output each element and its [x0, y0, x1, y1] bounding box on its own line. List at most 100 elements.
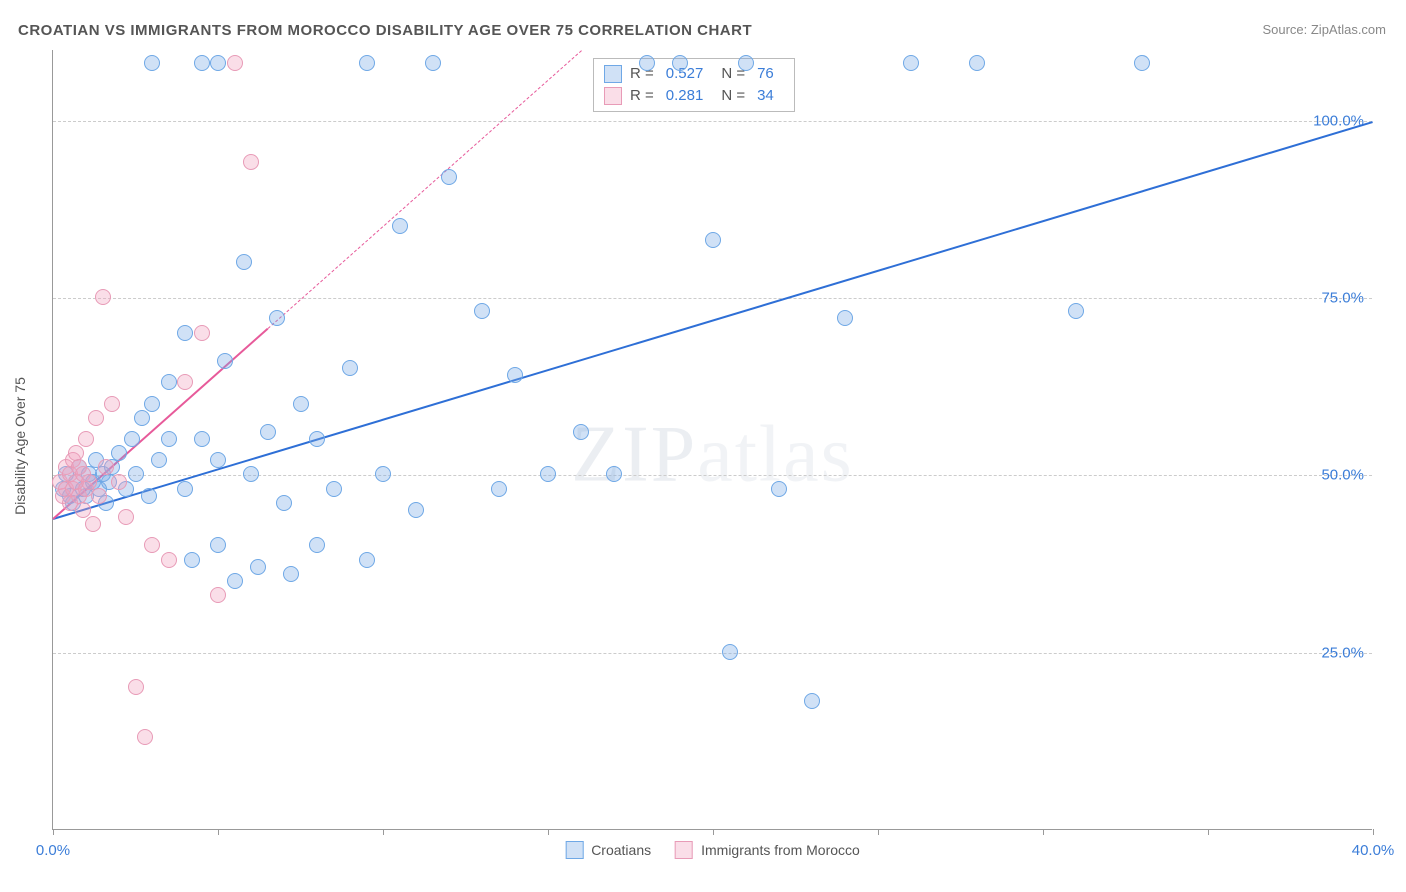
data-point	[639, 55, 655, 71]
data-point	[88, 410, 104, 426]
data-point	[408, 502, 424, 518]
data-point	[137, 729, 153, 745]
data-point	[903, 55, 919, 71]
data-point	[128, 679, 144, 695]
x-tick	[548, 829, 549, 835]
n-value-1: 76	[757, 63, 774, 85]
correlation-row-1: R = 0.527 N = 76	[604, 63, 784, 85]
data-point	[236, 254, 252, 270]
data-point	[474, 303, 490, 319]
data-point	[250, 559, 266, 575]
x-tick	[713, 829, 714, 835]
data-point	[177, 481, 193, 497]
data-point	[141, 488, 157, 504]
trend-line-projection	[267, 50, 581, 329]
r-value-2: 0.281	[666, 85, 704, 107]
legend-item-2: Immigrants from Morocco	[675, 841, 860, 859]
data-point	[771, 481, 787, 497]
data-point	[210, 587, 226, 603]
data-point	[260, 424, 276, 440]
data-point	[194, 55, 210, 71]
x-tick-label: 40.0%	[1352, 842, 1395, 859]
data-point	[540, 466, 556, 482]
data-point	[326, 481, 342, 497]
data-point	[804, 693, 820, 709]
source-attribution: Source: ZipAtlas.com	[1262, 22, 1386, 37]
data-point	[194, 325, 210, 341]
data-point	[606, 466, 622, 482]
y-axis-label: Disability Age Over 75	[12, 377, 28, 515]
data-point	[342, 360, 358, 376]
data-point	[269, 310, 285, 326]
correlation-row-2: R = 0.281 N = 34	[604, 85, 784, 107]
data-point	[91, 488, 107, 504]
data-point	[151, 452, 167, 468]
legend-label-1: Croatians	[591, 842, 651, 858]
source-link[interactable]: ZipAtlas.com	[1311, 22, 1386, 37]
data-point	[85, 516, 101, 532]
data-point	[111, 474, 127, 490]
data-point	[177, 374, 193, 390]
gridline	[53, 298, 1372, 299]
x-tick	[1208, 829, 1209, 835]
legend-swatch-2	[604, 87, 622, 105]
x-tick	[218, 829, 219, 835]
data-point	[491, 481, 507, 497]
data-point	[98, 459, 114, 475]
data-point	[359, 552, 375, 568]
data-point	[276, 495, 292, 511]
legend-item-1: Croatians	[565, 841, 651, 859]
legend-label-2: Immigrants from Morocco	[701, 842, 860, 858]
y-tick-label: 50.0%	[1321, 467, 1364, 484]
data-point	[425, 55, 441, 71]
data-point	[210, 452, 226, 468]
data-point	[81, 474, 97, 490]
legend-swatch-bottom-2	[675, 841, 693, 859]
data-point	[144, 537, 160, 553]
data-point	[210, 55, 226, 71]
data-point	[227, 55, 243, 71]
data-point	[1134, 55, 1150, 71]
x-tick-label: 0.0%	[36, 842, 70, 859]
x-tick	[53, 829, 54, 835]
data-point	[243, 466, 259, 482]
data-point	[184, 552, 200, 568]
plot-area: ZIPatlas R = 0.527 N = 76 R = 0.281 N = …	[52, 50, 1372, 830]
data-point	[161, 552, 177, 568]
data-point	[705, 232, 721, 248]
data-point	[309, 431, 325, 447]
legend-swatch-bottom-1	[565, 841, 583, 859]
gridline	[53, 121, 1372, 122]
data-point	[573, 424, 589, 440]
data-point	[441, 169, 457, 185]
data-point	[75, 502, 91, 518]
data-point	[144, 396, 160, 412]
data-point	[507, 367, 523, 383]
data-point	[309, 537, 325, 553]
correlation-legend: R = 0.527 N = 76 R = 0.281 N = 34	[593, 58, 795, 112]
data-point	[104, 396, 120, 412]
gridline	[53, 653, 1372, 654]
chart-title: CROATIAN VS IMMIGRANTS FROM MOROCCO DISA…	[18, 22, 752, 39]
data-point	[969, 55, 985, 71]
data-point	[177, 325, 193, 341]
x-tick	[383, 829, 384, 835]
watermark-part1: ZIP	[571, 411, 697, 499]
data-point	[722, 644, 738, 660]
data-point	[227, 573, 243, 589]
data-point	[144, 55, 160, 71]
data-point	[161, 431, 177, 447]
data-point	[124, 431, 140, 447]
watermark: ZIPatlas	[571, 410, 854, 501]
data-point	[243, 154, 259, 170]
data-point	[293, 396, 309, 412]
r-label-2: R =	[630, 85, 654, 107]
source-label: Source:	[1262, 22, 1310, 37]
data-point	[111, 445, 127, 461]
data-point	[118, 509, 134, 525]
data-point	[194, 431, 210, 447]
n-label-2: N =	[721, 85, 745, 107]
data-point	[134, 410, 150, 426]
data-point	[837, 310, 853, 326]
data-point	[392, 218, 408, 234]
